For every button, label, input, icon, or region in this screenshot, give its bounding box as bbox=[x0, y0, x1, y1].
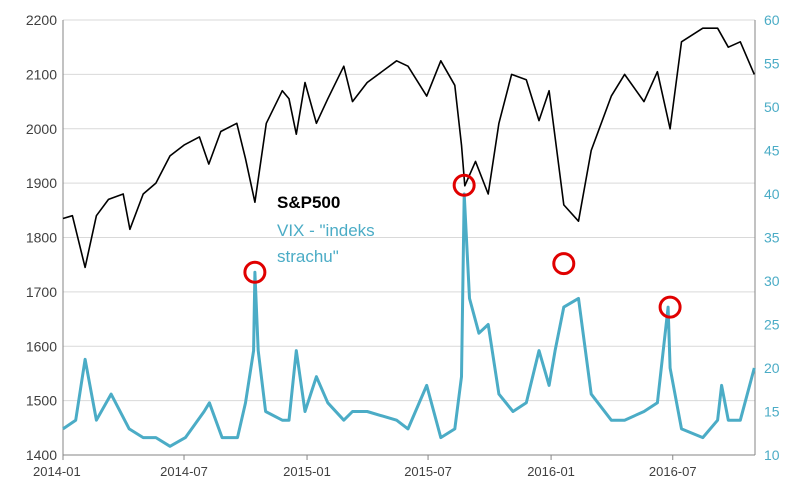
right-tick-label: 10 bbox=[764, 447, 780, 463]
right-tick-label: 25 bbox=[764, 317, 780, 333]
left-tick-label: 2200 bbox=[26, 12, 57, 28]
legend-vix-label-line1: VIX - "indeks bbox=[277, 221, 375, 240]
x-tick-label: 2015-07 bbox=[404, 464, 452, 479]
legend-vix-label-line2: strachu" bbox=[277, 247, 339, 266]
left-tick-label: 1700 bbox=[26, 284, 57, 300]
left-tick-label: 1800 bbox=[26, 230, 57, 246]
right-tick-label: 30 bbox=[764, 273, 780, 289]
highlight-circle bbox=[658, 295, 682, 319]
right-axis-ticks: 10 15 20 25 30 35 40 45 50 55 60 bbox=[764, 12, 780, 463]
left-tick-label: 2000 bbox=[26, 121, 57, 137]
highlight-circle bbox=[552, 252, 576, 276]
right-tick-label: 55 bbox=[764, 56, 780, 72]
legend: S&P500 VIX - "indeks strachu" bbox=[277, 193, 375, 266]
vix-line bbox=[62, 192, 756, 448]
right-tick-label: 20 bbox=[764, 360, 780, 376]
highlight-circles bbox=[243, 173, 682, 319]
right-tick-label: 15 bbox=[764, 404, 780, 420]
left-tick-label: 2100 bbox=[26, 66, 57, 82]
left-tick-label: 1900 bbox=[26, 175, 57, 191]
right-tick-label: 50 bbox=[764, 99, 780, 115]
right-tick-label: 40 bbox=[764, 186, 780, 202]
x-tick-label: 2016-07 bbox=[649, 464, 697, 479]
left-tick-label: 1600 bbox=[26, 338, 57, 354]
highlight-circle bbox=[243, 260, 267, 284]
x-tick-label: 2014-07 bbox=[160, 464, 208, 479]
x-tick-label: 2015-01 bbox=[283, 464, 331, 479]
left-tick-label: 1400 bbox=[26, 447, 57, 463]
right-tick-label: 60 bbox=[764, 12, 780, 28]
axes bbox=[62, 20, 756, 456]
highlight-circle bbox=[452, 173, 476, 197]
left-tick-label: 1500 bbox=[26, 393, 57, 409]
x-tick-label: 2014-01 bbox=[33, 464, 81, 479]
legend-sp500-label: S&P500 bbox=[277, 193, 340, 212]
sp500-line bbox=[62, 27, 756, 269]
right-tick-label: 45 bbox=[764, 143, 780, 159]
x-axis-ticks: 2014-01 2014-07 2015-01 2015-07 2016-01 2016-… bbox=[33, 455, 697, 479]
right-tick-label: 35 bbox=[764, 230, 780, 246]
series-lines bbox=[62, 27, 756, 448]
x-tick-label: 2016-01 bbox=[527, 464, 575, 479]
left-axis-ticks: 1400 1500 1600 1700 1800 1900 2000 2100 2200 bbox=[26, 12, 57, 463]
grid-lines bbox=[63, 19, 755, 456]
